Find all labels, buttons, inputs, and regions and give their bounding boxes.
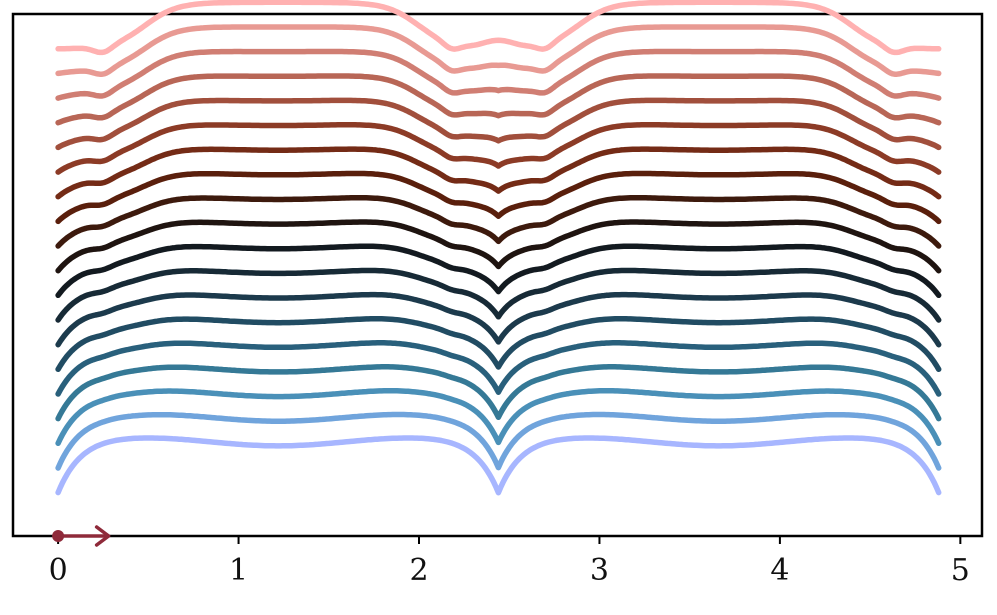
series-line-11 [55,243,942,299]
x-tick-label: 2 [409,553,428,588]
marker [52,525,111,547]
x-tick-label: 1 [229,553,248,588]
series-line-8 [55,170,942,225]
marker-arrow-head [94,525,111,547]
x-tick-label: 5 [951,553,970,588]
series-line-10 [55,219,942,274]
series-line-2 [55,24,942,77]
series-line-1 [55,0,942,56]
series-line-3 [55,48,942,101]
series-line-5 [55,97,942,151]
plot-frame [11,12,984,538]
series-line-15 [55,340,942,397]
series-line-19 [55,435,942,496]
series-line-6 [55,122,942,175]
series-line-18 [55,411,942,471]
x-tick-label: 4 [770,553,789,588]
series-line-17 [55,387,942,447]
series-line-9 [55,195,942,249]
x-tick-label: 3 [590,553,609,588]
series-line-13 [55,291,942,348]
series-line-4 [55,73,942,126]
x-tick-label: 0 [49,553,68,588]
series-line-14 [55,316,942,373]
series-line-12 [55,267,942,323]
series-line-16 [55,364,942,422]
x-ticks: 0 1 2 3 4 5 [49,536,970,588]
series-line-7 [55,146,942,200]
series-layer [55,0,942,496]
